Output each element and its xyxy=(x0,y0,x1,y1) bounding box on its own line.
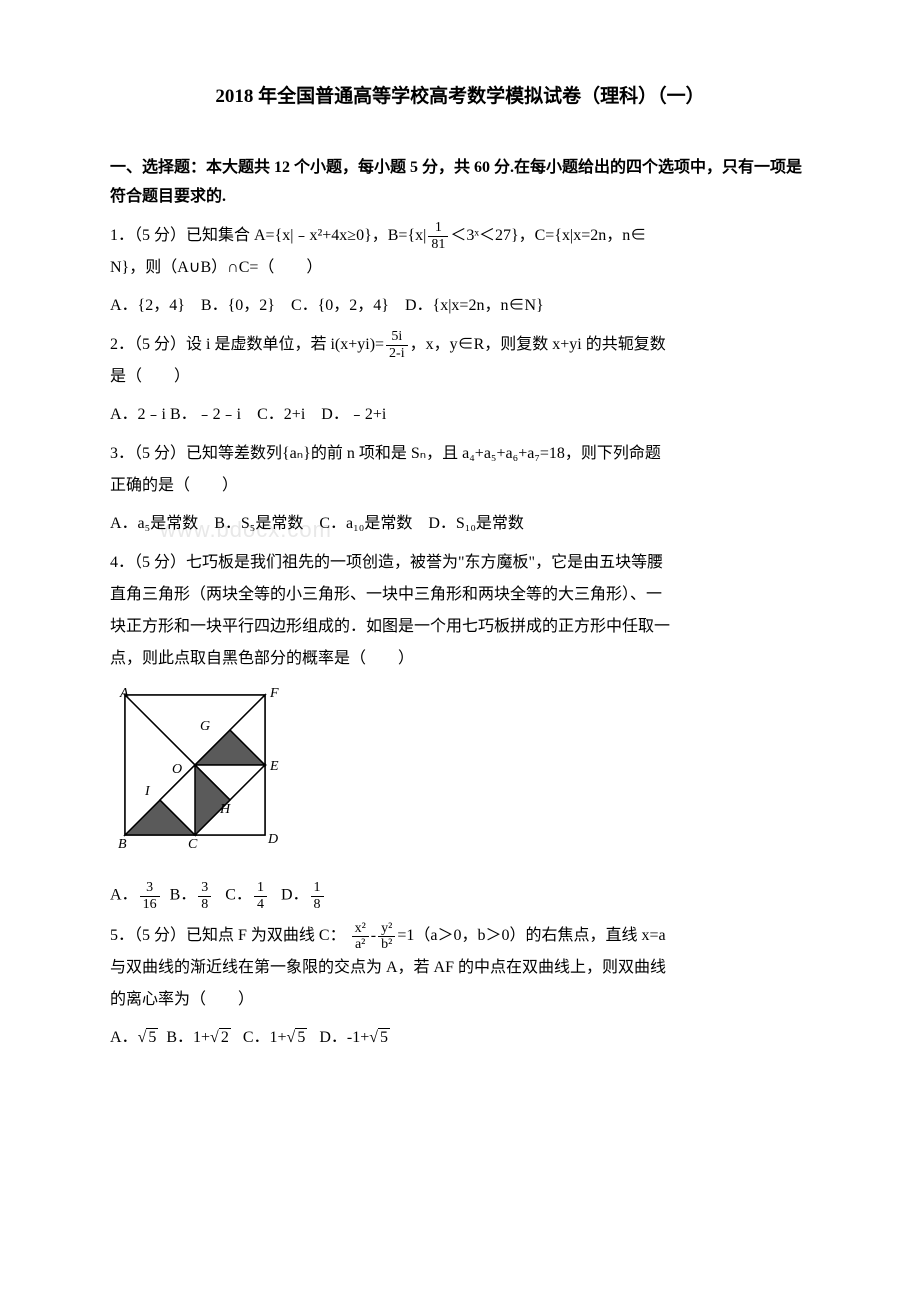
q1-b-label: B={x| xyxy=(388,227,427,244)
label-H: H xyxy=(219,802,231,817)
frac-num: 1 xyxy=(254,880,267,896)
q5-frac1: x²a² xyxy=(352,921,369,953)
q5-minus: - xyxy=(371,927,376,944)
label-F: F xyxy=(269,686,279,701)
label-O: O xyxy=(172,762,182,777)
sqrt-icon: 2 xyxy=(210,1024,231,1053)
page-title: 2018 年全国普通高等学校高考数学模拟试卷（理科）（一） xyxy=(110,80,810,114)
q4-line1: 4．（5 分）七巧板是我们祖先的一项创造，被誉为"东方魔板"，它是由五块等腰 xyxy=(110,547,810,579)
section-heading: 一、选择题：本大题共 12 个小题，每小题 5 分，共 60 分.在每小题给出的… xyxy=(110,154,810,212)
frac-num: x² xyxy=(352,921,369,937)
q2-frac-den: 2-i xyxy=(386,346,408,361)
q5-opt-a: A． xyxy=(110,1029,138,1046)
label-G: G xyxy=(200,719,210,734)
frac-num: 1 xyxy=(311,880,324,896)
sqrt-icon: 5 xyxy=(369,1024,390,1053)
q4-line2: 直角三角形（两块全等的小三角形、一块中三角形和两块全等的大三角形）、一 xyxy=(110,579,810,611)
label-E: E xyxy=(269,759,279,774)
label-C: C xyxy=(188,837,198,852)
label-B: B xyxy=(118,837,127,852)
sqrt-val: 2 xyxy=(219,1028,231,1046)
q4-line3: 块正方形和一块平行四边形组成的．如图是一个用七巧板拼成的正方形中任取一 xyxy=(110,611,810,643)
question-2: 2．（5 分）设 i 是虚数单位，若 i(x+yi)=5i2-i，x，y∈R，则… xyxy=(110,329,810,393)
q4-opt-d-frac: 18 xyxy=(311,880,324,912)
frac-den: 16 xyxy=(140,897,160,912)
q4-opt-d-label: D． xyxy=(281,887,309,904)
q3-options: A．a₅是常数 B．S₅是常数 C．a₁₀是常数 D．S₁₀是常数 xyxy=(110,510,810,539)
frac-num: y² xyxy=(378,921,395,937)
frac-den: a² xyxy=(352,937,369,952)
q2-options: A．2﹣i B．﹣2﹣i C．2+i D．﹣2+i xyxy=(110,401,810,430)
frac-num: 3 xyxy=(140,880,160,896)
q5-opt-c: C．1+ xyxy=(243,1029,287,1046)
q2-line2: 是（ ） xyxy=(110,361,810,393)
sqrt-icon: 5 xyxy=(287,1024,308,1053)
question-3: 3．（5 分）已知等差数列{aₙ}的前 n 项和是 Sₙ，且 a₄+a₅+a₆+… xyxy=(110,438,810,502)
frac-den: 8 xyxy=(198,897,211,912)
q1-options: A．{2，4} B．{0，2} C．{0，2，4} D．{x|x=2n，n∈N} xyxy=(110,292,810,321)
q5-options: A． 5 B．1+ 2 C．1+ 5 D．-1+ 5 xyxy=(110,1024,810,1053)
q4-opt-c-label: C． xyxy=(225,887,252,904)
q5-line2: 与双曲线的渐近线在第一象限的交点为 A，若 AF 的中点在双曲线上，则双曲线 xyxy=(110,952,810,984)
q4-options: A．316 B．38 C．14 D．18 xyxy=(110,880,810,912)
sqrt-val: 5 xyxy=(378,1028,390,1046)
question-1: 1．（5 分）已知集合 A={x|﹣x²+4x≥0}，B={x|181＜3ˣ＜2… xyxy=(110,220,810,284)
q5-frac2: y²b² xyxy=(378,921,395,953)
frac-den: 4 xyxy=(254,897,267,912)
q5-prefix: 5．（5 分）已知点 F 为双曲线 C： xyxy=(110,927,346,944)
q4-opt-b-label: B． xyxy=(170,887,197,904)
q2-text-prefix: 2．（5 分）设 i 是虚数单位，若 i(x+yi)= xyxy=(110,336,384,353)
q3-line1: 3．（5 分）已知等差数列{aₙ}的前 n 项和是 Sₙ，且 a₄+a₅+a₆+… xyxy=(110,438,810,470)
q4-opt-c-frac: 14 xyxy=(254,880,267,912)
q5-suffix: =1（a＞0，b＞0）的右焦点，直线 x=a xyxy=(397,927,665,944)
sqrt-val: 5 xyxy=(295,1028,307,1046)
frac-num: 3 xyxy=(198,880,211,896)
label-A: A xyxy=(119,686,129,701)
q1-text-middle: ＜3ˣ＜27}，C={x|x=2n，n∈ xyxy=(450,227,646,244)
q5-opt-d: D．-1+ xyxy=(319,1029,369,1046)
sqrt-val: 5 xyxy=(146,1028,158,1046)
q1-fraction: 181 xyxy=(428,220,448,252)
question-5: 5．（5 分）已知点 F 为双曲线 C： x²a²-y²b²=1（a＞0，b＞0… xyxy=(110,920,810,1016)
q2-fraction: 5i2-i xyxy=(386,329,408,361)
tangram-diagram: A F G O E I H B C D xyxy=(110,685,810,871)
q1-text-prefix: 1．（5 分）已知集合 A={x|﹣x²+4x≥0}， xyxy=(110,227,388,244)
q4-opt-a-label: A． xyxy=(110,887,138,904)
q4-line4: 点，则此点取自黑色部分的概率是（ ） xyxy=(110,643,810,675)
q4-opt-b-frac: 38 xyxy=(198,880,211,912)
q1-frac-den: 81 xyxy=(428,237,448,252)
q3-line2: 正确的是（ ） xyxy=(110,470,810,502)
q2-frac-num: 5i xyxy=(386,329,408,345)
q1-line2: N}，则（A∪B）∩C=（ ） xyxy=(110,252,810,284)
frac-den: b² xyxy=(378,937,395,952)
frac-den: 8 xyxy=(311,897,324,912)
question-4: 4．（5 分）七巧板是我们祖先的一项创造，被誉为"东方魔板"，它是由五块等腰 直… xyxy=(110,547,810,675)
q1-frac-num: 1 xyxy=(428,220,448,236)
q2-text-suffix: ，x，y∈R，则复数 x+yi 的共轭复数 xyxy=(410,336,666,353)
q4-opt-a-frac: 316 xyxy=(140,880,160,912)
q5-line3: 的离心率为（ ） xyxy=(110,984,810,1016)
sqrt-icon: 5 xyxy=(138,1024,159,1053)
q5-opt-b: B．1+ xyxy=(166,1029,210,1046)
label-D: D xyxy=(267,832,278,847)
